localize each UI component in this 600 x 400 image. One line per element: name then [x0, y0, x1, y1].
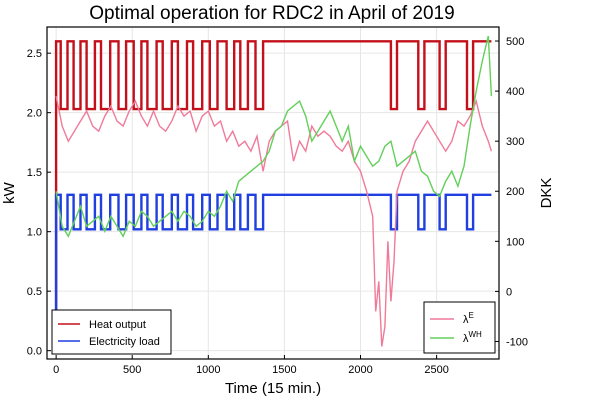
legend-label-lambda-e: λE: [463, 311, 474, 326]
series-line-0: [54, 40, 492, 337]
x-tick-label: 1500: [272, 364, 296, 376]
y-left-tick-label: 2.0: [27, 108, 42, 120]
plot-series: [54, 35, 493, 347]
y-left-tick-label: 0.5: [27, 286, 42, 298]
y-right-tick-label: -100: [506, 336, 528, 348]
y-right-tick-label: 400: [506, 86, 524, 98]
y-left-tick-label: 0.0: [27, 346, 42, 358]
y-left-tick-label: 2.5: [27, 48, 42, 60]
legend-label-electricity-load: Electricity load: [89, 336, 160, 348]
y-right-tick-label: 100: [506, 236, 524, 248]
legend-label-lambda-wh: λWH: [463, 330, 482, 345]
x-tick-label: 2000: [348, 364, 372, 376]
chart-title: Optimal operation for RDC2 in April of 2…: [89, 3, 454, 24]
x-tick-label: 500: [123, 364, 141, 376]
y-right-tick-label: 300: [506, 136, 524, 148]
legend-left: Heat output Electricity load: [51, 309, 172, 355]
series-line-2: [55, 95, 493, 347]
y-left-tick-label: 1.0: [27, 227, 42, 239]
y-right-tick-label: 0: [506, 286, 512, 298]
series-line-1: [54, 193, 492, 315]
x-tick-label: 2500: [424, 364, 448, 376]
x-axis-title: Time (15 min.): [225, 380, 321, 397]
y-left-tick-label: 1.5: [27, 167, 42, 179]
y-axis-right-title: DKK: [538, 178, 555, 209]
y-right-tick-label: 200: [506, 186, 524, 198]
series-line-3: [55, 35, 493, 238]
legend-right: λE λWH: [423, 301, 496, 354]
y-axis-left-title: kW: [1, 181, 18, 204]
plot-frame: [46, 26, 500, 360]
x-tick-label: 1000: [196, 364, 220, 376]
x-tick-label: 0: [53, 364, 59, 376]
axis-ticks: 0 500 1000 1500 2000 25000.00.51.01.52.02.5-1…: [27, 36, 528, 376]
legend-label-heat-output: Heat output: [89, 319, 146, 331]
y-right-tick-label: 500: [506, 36, 524, 48]
